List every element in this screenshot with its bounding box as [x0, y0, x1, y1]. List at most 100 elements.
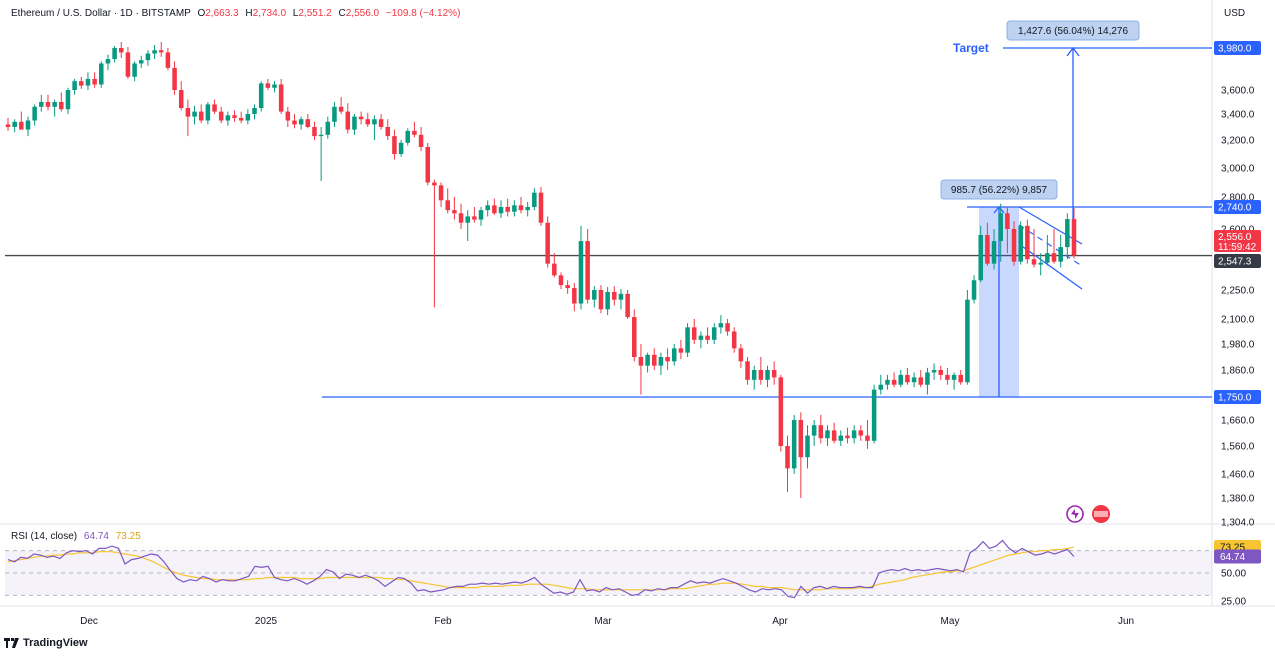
candle-body: [525, 207, 530, 211]
candle-body: [225, 115, 231, 121]
candle-body: [638, 357, 644, 366]
candle-body: [745, 361, 750, 380]
candle-body: [845, 435, 850, 439]
price-tick-label: 1,380.0: [1221, 494, 1255, 505]
candle-body: [252, 108, 257, 114]
candle-body: [458, 213, 464, 223]
rsi-ma-value: 73.25: [115, 531, 141, 542]
candle-body: [665, 357, 670, 362]
price-tick-label: 1,460.0: [1221, 470, 1255, 481]
candle-body: [818, 425, 824, 439]
candle-body: [99, 63, 104, 85]
low-label: L: [292, 8, 299, 19]
candle-body: [52, 102, 57, 107]
candle-body: [372, 119, 377, 125]
candle-body: [885, 379, 890, 385]
price-tick-label: 2,100.0: [1221, 315, 1255, 326]
candle-body: [911, 377, 917, 383]
support-price-tag-bg: [1214, 390, 1261, 404]
candle-body: [25, 120, 31, 130]
candle-body: [878, 384, 884, 390]
candle-body: [205, 104, 211, 121]
candle-body: [938, 370, 944, 375]
candle-body: [212, 104, 217, 112]
candle-body: [971, 280, 977, 300]
candle-body: [412, 130, 417, 135]
tradingview-icon: [4, 638, 19, 648]
rsi-header: RSI (14, close) 64.74 73.25: [11, 531, 141, 542]
support-price-tag: 1,750.0: [1218, 393, 1252, 404]
high-value: 2,734.0: [252, 8, 287, 19]
time-axis-label: Apr: [772, 616, 788, 627]
candle-body: [738, 348, 744, 362]
candle-body: [651, 354, 657, 366]
candle-body: [1058, 247, 1063, 262]
candle-body: [445, 200, 450, 211]
candle-body: [985, 235, 990, 264]
price-tick-label: 1,660.0: [1221, 416, 1255, 427]
candle-body: [838, 435, 844, 441]
candle-body: [392, 136, 397, 154]
candle-body: [698, 335, 704, 340]
candle-body: [598, 290, 604, 310]
candle-body: [578, 241, 584, 304]
tradingview-logo[interactable]: TradingView: [4, 637, 88, 649]
candle-body: [965, 299, 970, 383]
candle-body: [945, 374, 950, 380]
candle-body: [85, 78, 91, 86]
candle-body: [185, 108, 191, 117]
lightning-icon: [1071, 509, 1079, 519]
candle-body: [905, 374, 910, 383]
price-tick-label: 1,560.0: [1221, 442, 1255, 453]
price-tick-label: 3,400.0: [1221, 110, 1255, 121]
brand-name: TradingView: [23, 637, 88, 649]
candle-body: [438, 185, 444, 201]
candle-body: [612, 291, 617, 300]
candle-body: [32, 106, 37, 121]
candle-body: [245, 114, 251, 121]
candle-body: [318, 134, 324, 137]
candle-body: [432, 182, 437, 186]
candle-body: [1038, 262, 1043, 265]
candle-body: [478, 210, 484, 220]
candle-body: [338, 106, 344, 112]
rsi-tick-label: 25.00: [1221, 597, 1246, 608]
measured-move-arrowhead: [993, 205, 1005, 214]
candle-body: [378, 119, 384, 127]
candle-body: [871, 389, 877, 441]
candle-body: [12, 121, 17, 127]
candle-body: [778, 377, 784, 446]
rsi-label[interactable]: RSI (14, close): [11, 531, 78, 542]
countdown-tag: 11:59:42: [1218, 242, 1257, 253]
candle-body: [285, 111, 291, 121]
candle-body: [138, 60, 144, 64]
candle-body: [758, 370, 764, 380]
candle-body: [785, 446, 790, 469]
candle-body: [105, 59, 111, 64]
candle-body: [645, 354, 650, 366]
candle-body: [731, 331, 737, 349]
candle-body: [891, 379, 897, 385]
candle-body: [365, 119, 371, 125]
currency-label[interactable]: USD: [1224, 8, 1246, 19]
candle-body: [725, 323, 730, 332]
candle-body: [305, 119, 311, 127]
candle-body: [545, 222, 550, 264]
candle-body: [79, 81, 84, 86]
candle-body: [998, 213, 1003, 242]
candle-body: [1051, 253, 1057, 262]
candle-body: [805, 435, 810, 458]
candle-body: [572, 288, 577, 304]
candle-body: [465, 216, 470, 223]
candle-body: [865, 435, 870, 441]
candle-body: [352, 116, 357, 130]
candle-body: [658, 357, 664, 366]
dashed-price-tag: 2,547.3: [1218, 257, 1252, 268]
candle-body: [1045, 253, 1050, 263]
candle-body: [158, 50, 164, 53]
rsi-value-tag: 64.74: [1220, 552, 1245, 563]
candle-body: [705, 335, 710, 340]
candle-body: [811, 425, 817, 436]
candle-body: [405, 130, 411, 143]
